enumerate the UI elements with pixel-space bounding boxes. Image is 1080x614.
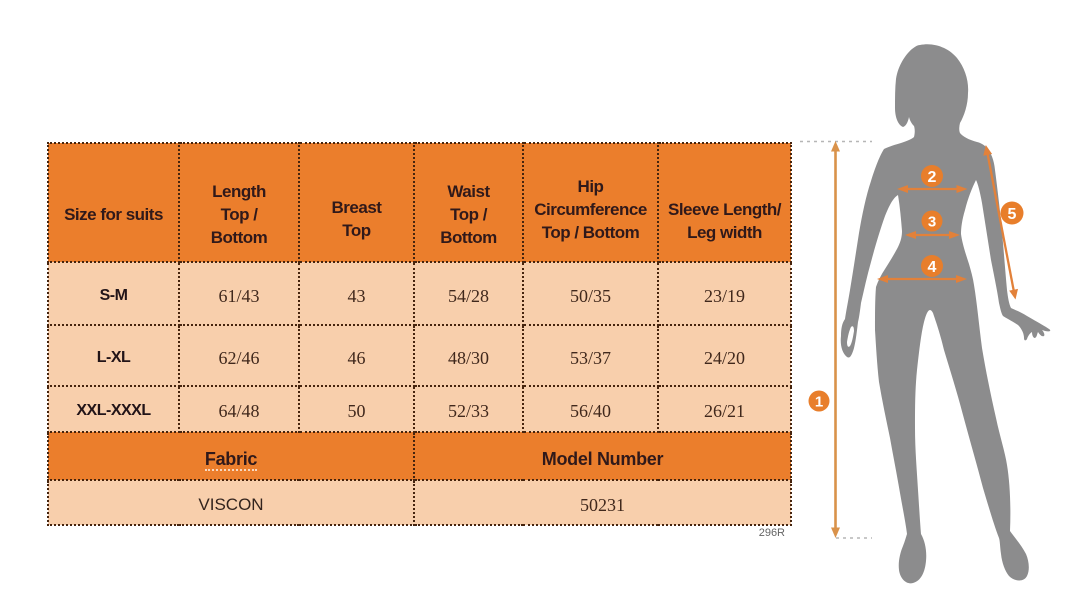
- svg-text:3: 3: [928, 214, 936, 231]
- svg-text:4: 4: [928, 259, 937, 276]
- svg-text:2: 2: [928, 169, 937, 186]
- svg-text:5: 5: [1008, 206, 1017, 223]
- svg-text:1: 1: [815, 394, 823, 411]
